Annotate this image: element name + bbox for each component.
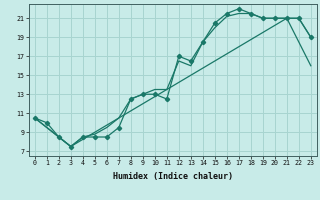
X-axis label: Humidex (Indice chaleur): Humidex (Indice chaleur)	[113, 172, 233, 181]
